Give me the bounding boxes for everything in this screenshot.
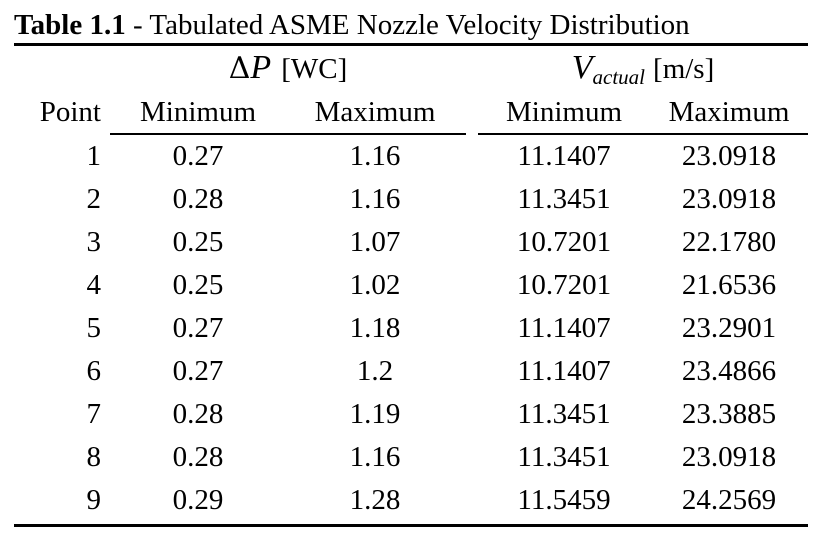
- caption-label: Table 1.1: [14, 9, 126, 41]
- header-v-minimum: Minimum: [505, 96, 622, 128]
- cell-v-min: 11.1407: [517, 312, 611, 344]
- cell-point: 5: [86, 312, 102, 344]
- cell-dp-max: 1.28: [349, 484, 401, 516]
- pressure-symbol: P: [250, 49, 272, 86]
- cell-dp-min: 0.28: [172, 441, 224, 473]
- cell-dp-max: 1.19: [349, 398, 401, 430]
- cell-dp-min: 0.25: [172, 269, 224, 301]
- top-rule: [14, 43, 808, 46]
- group-header-pressure: ΔP [WC]: [110, 48, 466, 89]
- header-dp-maximum: Maximum: [314, 96, 436, 128]
- cell-v-max: 23.2901: [681, 312, 777, 344]
- header-v-maximum: Maximum: [668, 96, 790, 128]
- cell-point: 4: [86, 269, 102, 301]
- cell-dp-max: 1.2: [356, 355, 394, 387]
- cell-dp-min: 0.25: [172, 226, 224, 258]
- cell-point: 6: [86, 355, 102, 387]
- header-dp-minimum: Minimum: [139, 96, 256, 128]
- delta-symbol: Δ: [228, 51, 251, 86]
- cell-dp-max: 1.07: [349, 226, 401, 258]
- cell-v-max: 23.3885: [681, 398, 777, 430]
- cell-dp-min: 0.27: [172, 355, 224, 387]
- cell-dp-min: 0.29: [172, 484, 224, 516]
- cell-v-min: 11.3451: [517, 398, 611, 430]
- velocity-symbol: V: [571, 49, 593, 86]
- midrule-pressure: [110, 133, 466, 135]
- cell-v-max: 24.2569: [681, 484, 777, 516]
- cell-point: 1: [86, 140, 102, 172]
- cell-dp-min: 0.28: [172, 183, 224, 215]
- cell-v-max: 22.1780: [681, 226, 777, 258]
- cell-point: 9: [86, 484, 102, 516]
- table-caption: Table 1.1 - Tabulated ASME Nozzle Veloci…: [14, 8, 690, 42]
- cell-v-max: 23.0918: [681, 183, 777, 215]
- cell-point: 2: [86, 183, 102, 215]
- group-header-velocity: Vactual [m/s]: [478, 48, 808, 91]
- midrule-velocity: [478, 133, 808, 135]
- pressure-unit: [WC]: [281, 53, 348, 85]
- cell-v-max: 23.0918: [681, 140, 777, 172]
- cell-dp-max: 1.16: [349, 140, 401, 172]
- cell-point: 8: [86, 441, 102, 473]
- velocity-subscript: actual: [592, 65, 646, 89]
- cell-v-min: 11.5459: [517, 484, 611, 516]
- cell-dp-min: 0.27: [172, 312, 224, 344]
- cell-dp-max: 1.16: [349, 183, 401, 215]
- cell-point: 3: [86, 226, 102, 258]
- cell-dp-max: 1.16: [349, 441, 401, 473]
- cell-dp-min: 0.27: [172, 140, 224, 172]
- cell-v-min: 10.7201: [516, 226, 612, 258]
- velocity-unit: [m/s]: [653, 53, 715, 85]
- cell-point: 7: [86, 398, 102, 430]
- cell-v-max: 21.6536: [681, 269, 777, 301]
- header-point: Point: [39, 96, 101, 128]
- bottom-rule: [14, 524, 808, 527]
- cell-dp-min: 0.28: [172, 398, 224, 430]
- cell-v-min: 11.3451: [517, 441, 611, 473]
- caption-text: - Tabulated ASME Nozzle Velocity Distrib…: [125, 9, 690, 41]
- cell-v-min: 11.1407: [517, 355, 611, 387]
- cell-dp-max: 1.18: [349, 312, 401, 344]
- cell-v-min: 11.1407: [517, 140, 611, 172]
- cell-v-max: 23.0918: [681, 441, 777, 473]
- cell-v-min: 10.7201: [516, 269, 612, 301]
- cell-dp-max: 1.02: [349, 269, 401, 301]
- cell-v-min: 11.3451: [517, 183, 611, 215]
- cell-v-max: 23.4866: [681, 355, 777, 387]
